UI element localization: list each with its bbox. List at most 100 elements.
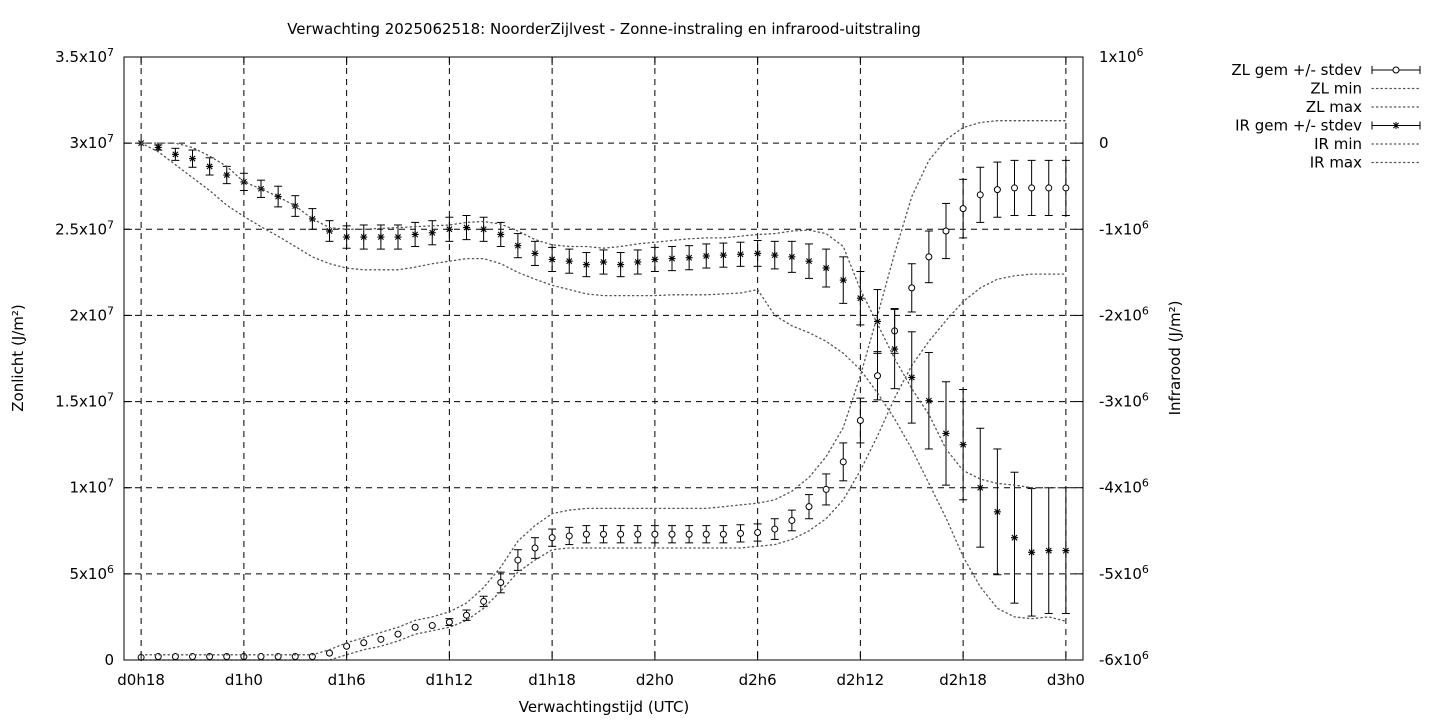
y-tick-label: 1.5x107 (55, 391, 114, 411)
data-point (788, 253, 796, 261)
legend-marker (1393, 122, 1399, 129)
data-point (463, 611, 470, 619)
data-point (959, 441, 967, 449)
star-stroke (1011, 534, 1018, 541)
y2-tick-label-mantissa: -1x10 (1099, 220, 1142, 238)
y-tick-label-exponent: 7 (107, 46, 114, 59)
data-point (805, 257, 813, 265)
star-stroke (960, 441, 967, 448)
star-stroke (583, 261, 590, 268)
data-point (1045, 547, 1053, 555)
data-point (394, 233, 402, 241)
data-point (171, 150, 179, 158)
y-tick-label-exponent: 7 (107, 391, 114, 404)
data-point (1011, 534, 1018, 542)
y-tick-label-mantissa: 3x10 (69, 134, 107, 152)
data-point (976, 484, 984, 492)
data-point (719, 530, 727, 538)
star-stroke (446, 226, 453, 233)
legend-label: IR max (1310, 154, 1362, 172)
plot-frame (123, 56, 1084, 661)
x-tick-label: d1h6 (328, 671, 366, 689)
star-stroke (994, 508, 1001, 515)
star-stroke (412, 231, 419, 238)
data-point (548, 255, 556, 263)
star-stroke (172, 151, 179, 158)
series-line (140, 273, 1067, 661)
star-stroke (617, 261, 624, 268)
star-stroke (805, 258, 813, 265)
x-tick-label: d2h0 (636, 671, 674, 689)
star-stroke (668, 255, 676, 262)
star-stroke (891, 346, 898, 353)
star-stroke (686, 254, 693, 261)
legend-label: ZL max (1306, 98, 1362, 116)
data-point (651, 255, 659, 263)
data-point (925, 253, 933, 261)
data-point (668, 255, 676, 263)
legend-label: IR min (1314, 135, 1362, 153)
star-stroke (874, 318, 881, 325)
y2-axis-label: Infrarood (J/m²) (1166, 301, 1184, 416)
y-tick-label-exponent: 7 (107, 477, 114, 490)
legend-label: IR gem +/- stdev (1235, 117, 1362, 135)
star-stroke (206, 163, 213, 170)
data-point (480, 597, 488, 605)
star-stroke (566, 258, 573, 265)
data-point (582, 530, 590, 538)
y-tick-label: 0 (104, 651, 114, 669)
data-point (189, 155, 196, 163)
star-stroke (326, 227, 333, 235)
star-stroke (480, 226, 487, 233)
series-line (140, 142, 1067, 489)
y2-tick-label-exponent: 6 (1142, 218, 1149, 231)
y2-tick-label-mantissa: 0 (1099, 134, 1109, 152)
data-point (891, 345, 899, 353)
star-stroke (737, 251, 744, 258)
y-tick-label-mantissa: 3.5x10 (55, 48, 107, 66)
star-stroke (275, 193, 282, 200)
y-tick-label: 3.5x107 (55, 46, 114, 66)
star-stroke (360, 234, 367, 241)
star-stroke (549, 256, 556, 263)
y2-tick-label: -1x106 (1099, 218, 1149, 238)
data-point (360, 639, 368, 647)
y-axis-label: Zonlicht (J/m²) (9, 304, 27, 412)
data-point (822, 485, 830, 493)
star-stroke (788, 253, 795, 260)
data-point (719, 251, 727, 259)
data-point (908, 284, 916, 292)
data-point (565, 257, 573, 265)
star-stroke (977, 484, 984, 491)
data-point (634, 530, 642, 538)
data-point (428, 229, 436, 237)
series-line (140, 142, 1067, 622)
y-tick-label-exponent: 7 (107, 132, 114, 145)
data-point (377, 635, 385, 643)
data-point (754, 529, 762, 537)
x-tick-label: d2h12 (837, 671, 885, 689)
data-point (600, 258, 607, 266)
data-point (600, 530, 607, 538)
star-stroke (223, 172, 230, 179)
data-point (480, 225, 488, 233)
data-point (771, 525, 779, 533)
data-point (445, 618, 453, 626)
y2-tick-label-mantissa: -2x10 (1099, 306, 1142, 324)
data-point (326, 649, 333, 657)
x-tick-label: d0h18 (117, 671, 165, 689)
legend-marker (1392, 66, 1400, 74)
star-stroke (394, 234, 402, 241)
grid-lines (124, 57, 1083, 660)
axis-ticks: d0h18 d1h0 d1h6 d1h12 d1h18 d2h0 d2h6 d2h12 d2h1… (55, 46, 1149, 689)
y2-tick-label-exponent: 6 (1142, 477, 1149, 490)
y-tick-label: 2.5x107 (55, 218, 114, 238)
series-ir-gem-stdev (137, 139, 1070, 617)
star-stroke (189, 155, 196, 162)
data-point (856, 294, 864, 302)
data-point (839, 458, 847, 466)
data-point (634, 258, 642, 266)
star-stroke (1062, 547, 1069, 554)
data-point (908, 373, 916, 381)
